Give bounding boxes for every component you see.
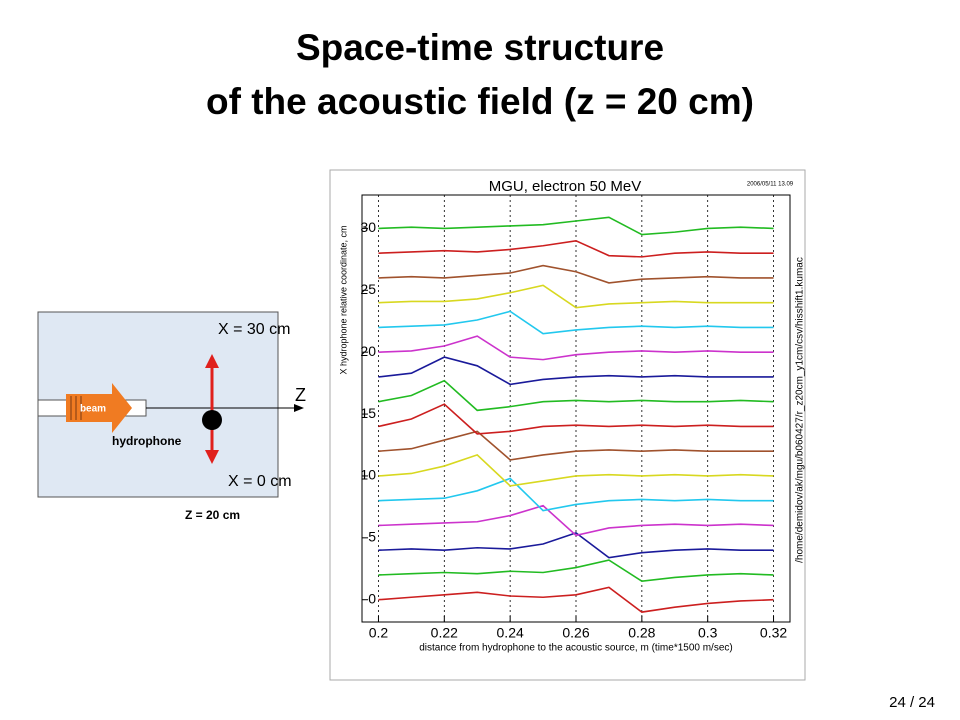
trace bbox=[378, 454, 774, 487]
chart-title: MGU, electron 50 MeV bbox=[489, 178, 642, 195]
path-note: /home/demidov/ak/mgu/b060427/r_z20cm_y1c… bbox=[795, 257, 806, 563]
y-tick-label: 30 bbox=[360, 219, 376, 235]
timestamp: 2006/05/11 13.09 bbox=[747, 182, 794, 188]
title-line: of the acoustic field (z = 20 cm) bbox=[206, 81, 754, 122]
x-tick-label: 0.22 bbox=[431, 625, 458, 641]
x-axis-label: distance from hydrophone to the acoustic… bbox=[419, 643, 732, 654]
x-tick-label: 0.24 bbox=[497, 625, 524, 641]
x-tick-label: 0.32 bbox=[760, 625, 787, 641]
x-bottom-label: X = 0 cm bbox=[228, 473, 292, 490]
trace bbox=[378, 531, 774, 559]
trace bbox=[378, 310, 774, 335]
x-tick-label: 0.2 bbox=[369, 625, 389, 641]
scan-arrow bbox=[205, 354, 219, 368]
y-tick-label: 5 bbox=[368, 529, 376, 545]
page-number: 24 / 24 bbox=[889, 694, 935, 711]
diagram: beam Z X = 30 cm X = 0 cm hydrophone Z =… bbox=[37, 311, 306, 522]
trace bbox=[378, 284, 774, 309]
beam-arrow bbox=[66, 383, 132, 433]
trace bbox=[378, 504, 774, 537]
x-tick-label: 0.28 bbox=[628, 625, 655, 641]
y-axis-label: X hydrophone relative coordinate, cm bbox=[338, 225, 348, 374]
y-tick-label: 15 bbox=[360, 405, 376, 421]
z-label: Z bbox=[295, 385, 306, 405]
trace bbox=[378, 356, 774, 386]
title-line: Space-time structure bbox=[296, 27, 664, 68]
beam-label: beam bbox=[80, 404, 106, 415]
trace bbox=[378, 239, 774, 258]
y-tick-label: 10 bbox=[360, 467, 376, 483]
y-tick-label: 0 bbox=[368, 590, 376, 606]
trace bbox=[378, 379, 774, 412]
position-label: Z = 20 cm bbox=[185, 508, 240, 522]
x-top-label: X = 30 cm bbox=[218, 321, 290, 338]
y-tick-label: 20 bbox=[360, 343, 376, 359]
trace bbox=[378, 559, 774, 582]
trace bbox=[378, 403, 774, 435]
scan-arrow bbox=[205, 450, 219, 464]
trace bbox=[378, 335, 774, 361]
x-tick-label: 0.26 bbox=[562, 625, 589, 641]
x-tick-label: 0.3 bbox=[698, 625, 718, 641]
trace bbox=[378, 430, 774, 461]
trace bbox=[378, 477, 774, 512]
y-tick-label: 25 bbox=[360, 281, 376, 297]
trace bbox=[378, 264, 774, 284]
trace bbox=[378, 216, 774, 236]
hydrophone-dot bbox=[202, 410, 222, 430]
z-arrow bbox=[294, 404, 304, 412]
trace bbox=[378, 586, 774, 613]
hydrophone-label: hydrophone bbox=[112, 434, 182, 448]
